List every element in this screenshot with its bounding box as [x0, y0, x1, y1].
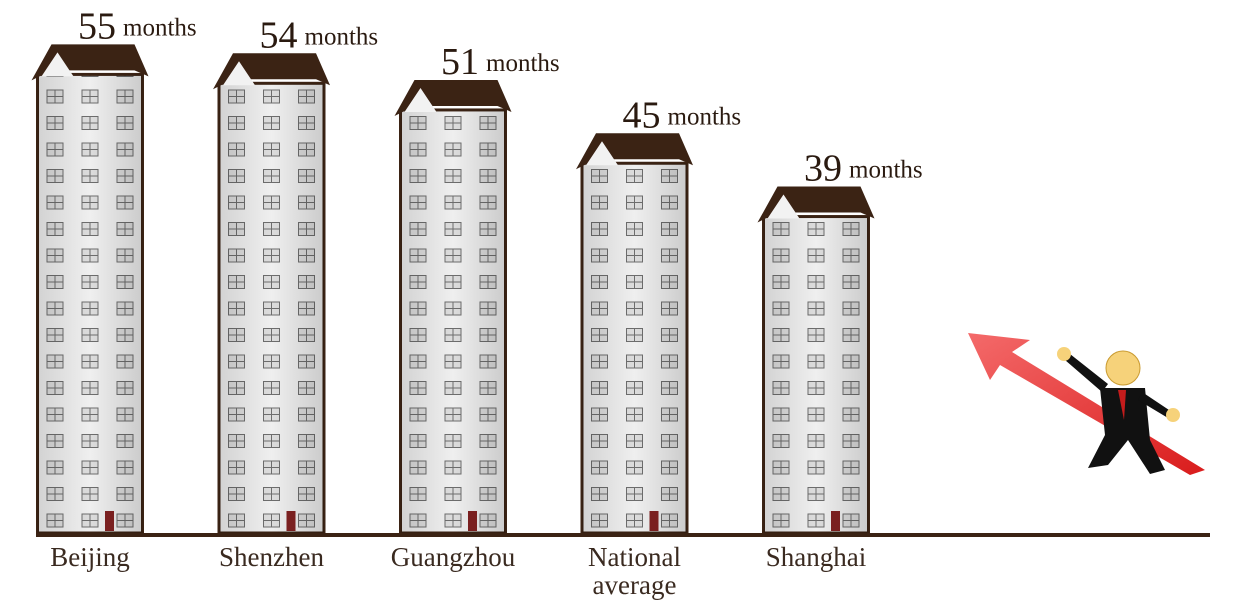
decoration — [968, 333, 1205, 475]
value-label: 39 — [804, 148, 842, 190]
door — [468, 511, 477, 531]
roof — [394, 79, 512, 116]
x-tick-label: National average — [588, 542, 681, 600]
value-unit: months — [305, 23, 379, 50]
gable — [223, 61, 255, 86]
value-unit: months — [123, 14, 197, 41]
value-label: 45 — [623, 94, 661, 136]
building-shade — [763, 216, 869, 533]
gable — [41, 52, 74, 77]
building — [31, 44, 149, 535]
roof — [757, 186, 875, 223]
door — [105, 511, 114, 531]
value-unit: months — [668, 103, 742, 130]
door — [286, 511, 296, 531]
value-label: 54 — [260, 14, 298, 56]
building — [394, 79, 512, 535]
door — [831, 511, 840, 531]
value-label: 55 — [78, 5, 116, 47]
gable — [586, 141, 618, 166]
building — [757, 186, 875, 535]
building-shade — [582, 163, 687, 533]
x-tick-label: Shenzhen — [219, 542, 324, 572]
building-shade — [400, 109, 506, 533]
building — [576, 133, 693, 535]
building — [213, 53, 330, 535]
building-shade — [37, 74, 143, 533]
building-shade — [219, 83, 324, 533]
roof — [213, 53, 330, 90]
gable — [404, 87, 437, 112]
value-unit: months — [849, 157, 923, 184]
x-tick-label: Guangzhou — [390, 542, 516, 572]
value-unit: months — [486, 50, 560, 77]
gable — [767, 194, 800, 219]
value-label: 51 — [441, 41, 479, 83]
x-tick-label: Shanghai — [765, 542, 867, 572]
x-tick-label: Beijing — [50, 542, 130, 572]
roof — [576, 133, 693, 170]
door — [649, 511, 659, 531]
roof — [31, 44, 149, 81]
